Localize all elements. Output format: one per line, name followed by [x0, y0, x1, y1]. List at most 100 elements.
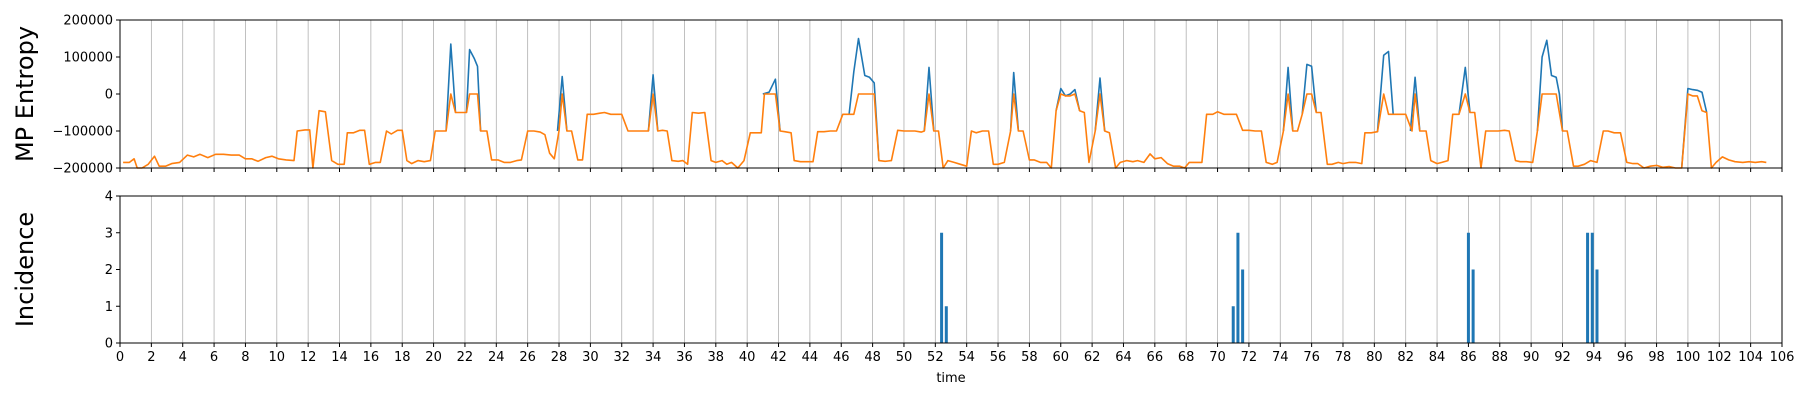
y-tick-label: 3: [105, 226, 113, 241]
x-tick-label: 24: [488, 350, 505, 365]
x-tick-label: 22: [457, 350, 474, 365]
incidence-bar: [944, 306, 948, 343]
incidence-bar: [1586, 232, 1590, 343]
x-tick-label: 82: [1397, 350, 1414, 365]
x-tick-label: 100: [1676, 350, 1701, 365]
incidence-bar: [1590, 232, 1594, 343]
x-tick-label: 12: [300, 350, 317, 365]
y-tick-label: −200000: [52, 162, 113, 177]
incidence-panel: 0 2 4 6 8 10 12 14 16 18 20 22 24 26 28 30 32 34 36 38 40 42 4…: [11, 190, 1794, 387]
x-tick-label: 14: [331, 350, 348, 365]
incidence-bar: [1595, 269, 1599, 343]
x-tick-label: 74: [1272, 350, 1289, 365]
x-tick-label: 88: [1492, 350, 1509, 365]
x-tick-label: 60: [1052, 350, 1069, 365]
entropy-peak-segment: [1458, 66, 1471, 115]
x-tick-label: 102: [1707, 350, 1732, 365]
x-tick-label: 26: [519, 350, 536, 365]
time-x-axis-title: time: [936, 371, 965, 386]
x-tick-label: 72: [1241, 350, 1258, 365]
incidence-bar: [1466, 232, 1470, 343]
y-tick-label: 4: [105, 190, 113, 205]
entropy-x-ticks: [119, 168, 1783, 172]
y-tick-label: −100000: [52, 125, 113, 140]
x-tick-label: 16: [363, 350, 380, 365]
entropy-peak-segment: [923, 66, 935, 132]
entropy-gridlines: [119, 20, 1783, 168]
x-tick-label: 36: [676, 350, 693, 365]
x-tick-label: 76: [1303, 350, 1320, 365]
x-tick-label: 46: [833, 350, 850, 365]
x-tick-label: 84: [1429, 350, 1446, 365]
incidence-gridlines: [119, 196, 1783, 343]
x-tick-label: 66: [1147, 350, 1164, 365]
incidence-bar: [940, 232, 944, 343]
x-tick-label: 10: [269, 350, 286, 365]
x-tick-label: 98: [1648, 350, 1665, 365]
y-tick-label: 0: [105, 88, 113, 103]
entropy-peak-segment: [848, 37, 880, 161]
incidence-y-axis-title: Incidence: [11, 212, 39, 327]
x-tick-label: 68: [1178, 350, 1195, 365]
incidence-x-ticks: 0 2 4 6 8 10 12 14 16 18 20 22 24 26 28 30 32 34 36 38 40 42 4…: [116, 343, 1795, 365]
entropy-peak-segment: [762, 78, 781, 132]
x-tick-label: 52: [927, 350, 944, 365]
x-tick-label: 56: [990, 350, 1007, 365]
x-tick-label: 70: [1209, 350, 1226, 365]
x-tick-label: 32: [613, 350, 630, 365]
x-tick-label: 0: [116, 350, 124, 365]
entropy-y-ticks: −200000 −100000 0 100000 200000: [52, 14, 120, 177]
x-tick-label: 64: [1115, 350, 1132, 365]
x-tick-label: 90: [1523, 350, 1540, 365]
x-tick-label: 40: [739, 350, 756, 365]
x-tick-label: 48: [864, 350, 881, 365]
entropy-peak-segment: [1376, 50, 1394, 132]
entropy-peak-segment: [1055, 87, 1081, 111]
x-tick-label: 86: [1460, 350, 1477, 365]
x-tick-label: 62: [1084, 350, 1101, 365]
x-tick-label: 6: [210, 350, 218, 365]
x-tick-label: 42: [770, 350, 787, 365]
incidence-y-ticks: 0 1 2 3 4: [105, 190, 120, 352]
x-tick-label: 92: [1554, 350, 1571, 365]
entropy-peak-segment: [445, 43, 457, 132]
x-tick-label: 78: [1335, 350, 1352, 365]
entropy-y-axis-title: MP Entropy: [11, 26, 39, 162]
entropy-plot-frame: [119, 19, 1783, 169]
incidence-bar: [1236, 232, 1240, 343]
entropy-peak-segment: [647, 74, 659, 132]
entropy-baseline-line: [123, 93, 1767, 169]
entropy-series: [123, 37, 1767, 169]
entropy-peak-segment: [1301, 63, 1318, 115]
x-tick-label: 96: [1617, 350, 1634, 365]
y-tick-label: 0: [105, 337, 113, 352]
x-tick-label: 80: [1366, 350, 1383, 365]
entropy-peak-segment: [1282, 66, 1294, 132]
x-tick-label: 28: [551, 350, 568, 365]
x-tick-label: 18: [394, 350, 411, 365]
incidence-bar: [1241, 269, 1245, 343]
x-tick-label: 106: [1770, 350, 1795, 365]
entropy-panel: −200000 −100000 0 100000 200000 MP Entropy: [11, 14, 1783, 177]
incidence-bar: [1471, 269, 1475, 343]
y-tick-label: 2: [105, 263, 113, 278]
x-tick-label: 54: [958, 350, 975, 365]
y-tick-label: 100000: [63, 51, 113, 66]
incidence-bars: [940, 232, 1599, 343]
entropy-peak-segment: [465, 48, 482, 132]
x-tick-label: 94: [1586, 350, 1603, 365]
x-tick-label: 44: [802, 350, 819, 365]
x-tick-label: 20: [425, 350, 442, 365]
entropy-peak-segment: [1536, 39, 1564, 132]
x-tick-label: 50: [896, 350, 913, 365]
incidence-bar: [1231, 306, 1235, 343]
incidence-plot-frame: [119, 195, 1783, 344]
x-tick-label: 38: [708, 350, 725, 365]
x-tick-label: 4: [179, 350, 187, 365]
x-tick-label: 58: [1021, 350, 1038, 365]
x-tick-label: 104: [1738, 350, 1763, 365]
x-tick-label: 2: [147, 350, 155, 365]
x-tick-label: 34: [645, 350, 662, 365]
y-tick-label: 1: [105, 300, 113, 315]
